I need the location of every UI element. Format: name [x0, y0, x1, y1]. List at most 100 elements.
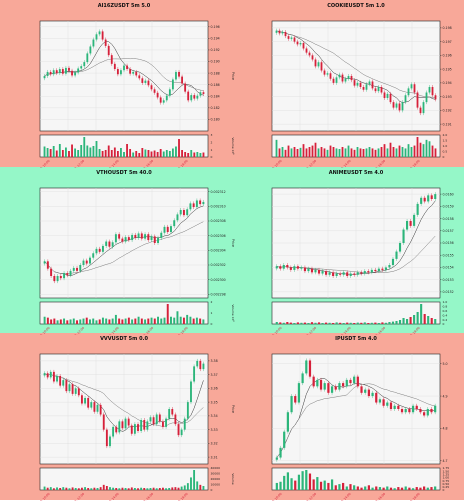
candle: [416, 92, 419, 108]
candle: [190, 95, 193, 101]
x-tick-label: Mar 19, 14:00: [334, 326, 352, 335]
x-tick-label: Mar 19, 14:00: [102, 159, 120, 168]
volume-tick-label: 1: [211, 311, 213, 315]
volume-plot-area: [39, 467, 209, 491]
volume-tick-label: 1.00: [443, 476, 450, 480]
volume-bar: [46, 148, 49, 157]
candle: [105, 241, 108, 246]
chart-title: COOKIEUSDT 5m 1.0: [327, 3, 385, 9]
volume-bar: [46, 487, 49, 490]
candle: [314, 269, 317, 273]
volume-bar: [327, 482, 330, 490]
candle: [146, 421, 149, 430]
volume-bar: [68, 151, 70, 157]
candle: [135, 71, 138, 76]
price-tick-label: 0.182: [211, 106, 220, 110]
candle: [116, 69, 119, 75]
candle: [178, 71, 180, 77]
candle: [46, 261, 49, 269]
candle: [310, 268, 314, 273]
price-tick-label: 0.196: [443, 54, 452, 58]
volume-bar: [92, 146, 95, 157]
candle: [395, 103, 398, 108]
volume-bar: [334, 485, 337, 490]
volume-bar: [423, 314, 426, 324]
volume-bar: [52, 488, 55, 490]
volume-bar: [287, 145, 290, 157]
volume-bar: [81, 487, 83, 490]
volume-tick-label: 1.5: [443, 139, 448, 143]
volume-bar: [143, 488, 146, 490]
volume-bar: [314, 142, 317, 157]
candle: [189, 203, 192, 210]
candle: [76, 267, 78, 271]
candle: [68, 384, 71, 392]
candle: [317, 269, 321, 274]
volume-bar: [427, 316, 430, 324]
candle: [110, 55, 113, 64]
candle: [377, 87, 380, 92]
x-tick-label: Mar 19, 10:00: [268, 159, 283, 168]
candle: [290, 396, 293, 413]
volume-bar: [92, 318, 95, 324]
candle: [120, 70, 122, 75]
candle: [132, 71, 135, 74]
volume-bar: [335, 322, 338, 324]
candle: [382, 399, 385, 406]
volume-bar: [332, 147, 335, 157]
volume-bar: [338, 149, 341, 157]
x-tick-label: Mar 19, 18:00: [403, 159, 421, 168]
volume-bar: [127, 317, 130, 324]
x-tick-label: Mar 19, 18:00: [171, 326, 189, 335]
candle: [180, 429, 183, 436]
price-tick-label: 0.191: [443, 122, 452, 126]
candle: [308, 52, 311, 56]
candle: [305, 48, 308, 53]
candle: [347, 76, 350, 79]
volume-bar: [316, 477, 319, 490]
candle: [102, 414, 105, 430]
volume-tick-label: 10000: [211, 483, 221, 487]
volume-tick-label: 0: [211, 322, 213, 326]
ma-slow-line: [44, 373, 204, 427]
volume-bar: [365, 148, 368, 157]
candle: [133, 424, 136, 434]
candle: [124, 418, 127, 429]
volume-bar: [144, 149, 147, 157]
volume-bar: [202, 486, 205, 490]
volume-bar: [162, 151, 165, 157]
candle: [323, 383, 326, 390]
volume-bar: [353, 485, 356, 490]
candle: [112, 426, 115, 437]
volume-bar: [290, 478, 293, 490]
price-tick-label: 0.002300: [211, 278, 226, 282]
candle: [95, 248, 98, 254]
candle: [388, 265, 391, 268]
volume-bar: [356, 147, 359, 157]
candle: [43, 76, 46, 79]
price-tick-label: 3.37: [211, 373, 218, 377]
candle: [199, 360, 202, 370]
candle: [147, 234, 150, 241]
volume-bar: [199, 484, 202, 490]
candle: [156, 92, 159, 98]
volume-bar: [105, 318, 108, 324]
volume-tick-label: 0: [211, 488, 213, 492]
volume-tick-label: 0.2: [443, 318, 448, 322]
volume-tick-label: 0.75: [443, 479, 450, 483]
volume-bar: [50, 319, 53, 324]
candle: [413, 84, 416, 93]
candle: [423, 412, 426, 416]
candle: [56, 276, 59, 282]
candle: [126, 65, 128, 70]
candle: [371, 81, 374, 89]
volume-bar: [179, 316, 182, 324]
candle: [101, 31, 104, 40]
volume-bar: [314, 322, 317, 324]
candle: [85, 260, 88, 264]
volume-bar: [156, 152, 159, 157]
candle: [168, 89, 171, 96]
candle: [87, 398, 90, 408]
volume-bar: [71, 144, 73, 157]
volume-bar: [115, 488, 118, 490]
